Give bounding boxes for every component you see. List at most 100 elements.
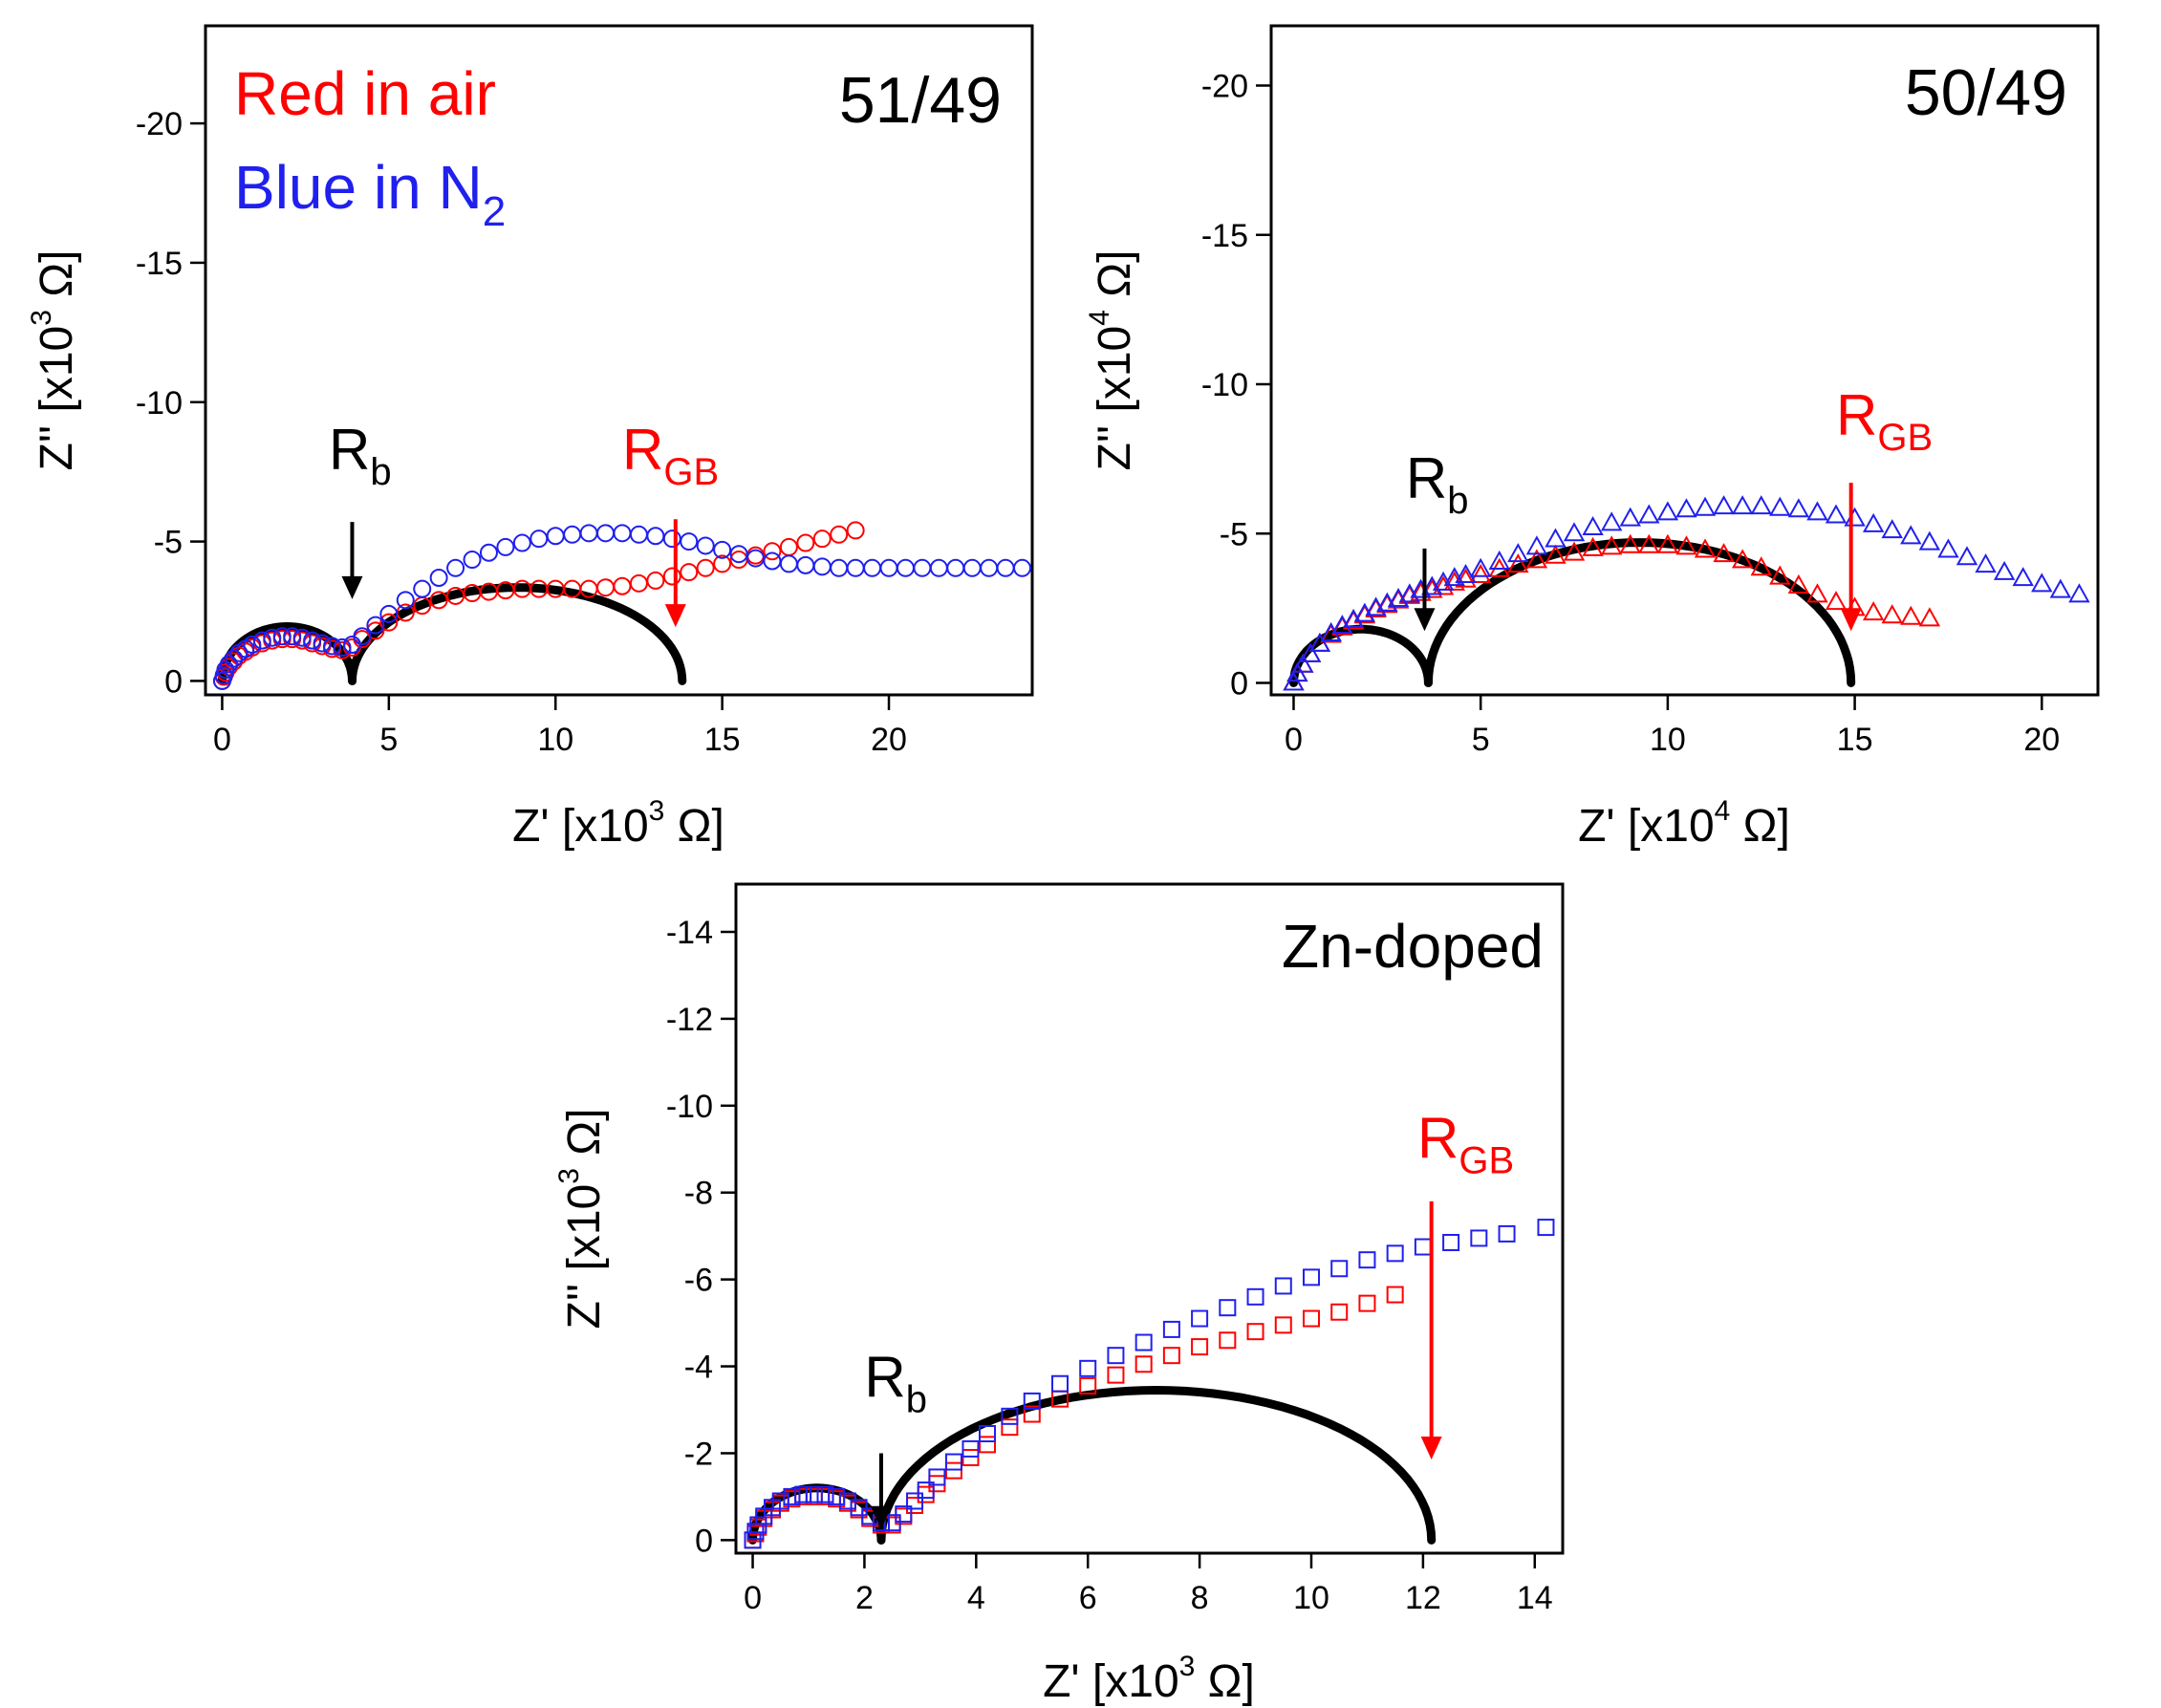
- data-point: [763, 542, 782, 561]
- data-point: [838, 1492, 856, 1510]
- data-point: [1507, 543, 1529, 563]
- rb-label: Rb: [864, 1345, 927, 1420]
- data-point: [1498, 1224, 1516, 1243]
- data-point: [816, 1485, 834, 1503]
- data-point: [680, 563, 699, 582]
- plot-frame: [734, 882, 1565, 1555]
- data-point: [2049, 578, 2072, 598]
- data-point: [1525, 535, 1548, 555]
- x-tick-label: 20: [871, 722, 907, 758]
- data-point: [846, 521, 865, 540]
- y-axis-label-main: Z'' [x10: [1090, 326, 1140, 471]
- data-point: [662, 567, 681, 586]
- data-point: [1787, 498, 1810, 518]
- y-axis-unit: Ω]: [559, 1109, 610, 1169]
- data-point: [1619, 533, 1641, 553]
- data-point: [252, 631, 271, 650]
- y-axis-exponent: 3: [26, 310, 57, 326]
- x-axis-unit: Ω]: [664, 801, 724, 852]
- data-point: [1750, 495, 1772, 515]
- y-axis-label-main: Z'' [x10: [32, 326, 82, 471]
- x-tick-label: 5: [379, 722, 398, 758]
- data-point: [243, 636, 262, 654]
- y-axis-unit: Ω]: [32, 250, 82, 311]
- x-axis-label: Z' [x104 Ω]: [1578, 795, 1790, 852]
- data-point: [1582, 536, 1604, 556]
- data-point: [1694, 496, 1717, 516]
- y-tick-label: 0: [695, 1523, 713, 1559]
- data-point: [796, 555, 815, 574]
- data-point: [613, 576, 632, 595]
- data-point: [812, 530, 832, 549]
- data-point: [1455, 563, 1477, 583]
- data-point: [1023, 1405, 1041, 1423]
- x-axis-exponent: 3: [1179, 1651, 1196, 1682]
- data-point: [1545, 528, 1567, 548]
- data-point: [729, 545, 748, 564]
- data-point: [1975, 553, 1997, 573]
- x-axis-label: Z' [x103 Ω]: [1043, 1651, 1255, 1707]
- x-axis-label: Z' [x103 Ω]: [512, 795, 724, 852]
- data-point: [1638, 533, 1660, 553]
- data-point: [1675, 535, 1697, 555]
- data-point: [1331, 615, 1353, 635]
- label-subscript: b: [370, 451, 391, 493]
- data-point: [366, 616, 385, 635]
- y-tick-label: -5: [1220, 516, 1248, 552]
- data-point: [1455, 568, 1477, 588]
- data-point: [1470, 1229, 1488, 1247]
- data-point: [496, 537, 515, 556]
- data-point: [1881, 519, 1903, 539]
- data-point: [1525, 549, 1548, 569]
- x-tick-label: 5: [1472, 722, 1490, 758]
- label-main: R: [864, 1345, 905, 1409]
- rgb-arrowhead: [664, 604, 686, 628]
- data-point: [1001, 1418, 1019, 1437]
- data-point: [1638, 504, 1660, 524]
- y-axis-exponent: 3: [553, 1168, 585, 1184]
- data-point: [596, 578, 616, 597]
- data-point: [1246, 1323, 1264, 1341]
- data-point: [1900, 605, 1922, 625]
- data-point: [763, 551, 782, 571]
- data-point: [1694, 538, 1717, 558]
- data-point: [783, 1487, 801, 1505]
- panel-title: 51/49: [839, 64, 1002, 137]
- data-point: [292, 628, 312, 647]
- data-point: [1107, 1366, 1125, 1384]
- data-point: [929, 558, 948, 577]
- data-point: [1600, 535, 1623, 555]
- data-point: [896, 558, 915, 577]
- data-point: [863, 558, 882, 577]
- fit-arc: [348, 583, 687, 685]
- data-point: [828, 1487, 846, 1505]
- data-point: [1107, 1347, 1125, 1365]
- data-point: [629, 573, 648, 593]
- data-point: [1713, 495, 1735, 515]
- data-point: [906, 1492, 924, 1510]
- data-point: [429, 569, 448, 587]
- data-point: [812, 557, 832, 576]
- rb-label: Rb: [329, 418, 392, 493]
- data-point: [879, 558, 898, 577]
- legend-blue-sub: 2: [483, 188, 506, 235]
- data-point: [906, 1497, 924, 1514]
- x-axis-label-main: Z' [x10: [512, 801, 649, 852]
- data-point: [2031, 573, 2053, 593]
- data-point: [1050, 1374, 1069, 1393]
- data-point: [913, 558, 932, 577]
- x-axis-label-main: Z' [x10: [1578, 801, 1715, 852]
- label-main: R: [1836, 383, 1877, 447]
- data-point: [1135, 1333, 1153, 1351]
- data-point: [796, 533, 815, 552]
- y-axis-unit: Ω]: [1090, 250, 1140, 311]
- data-point: [1013, 558, 1032, 577]
- data-point: [846, 558, 865, 577]
- data-point: [263, 628, 282, 647]
- data-point: [1600, 511, 1623, 531]
- data-point: [1353, 602, 1376, 622]
- data-point: [696, 558, 715, 577]
- y-tick-label: -10: [666, 1089, 713, 1125]
- data-point: [272, 627, 292, 646]
